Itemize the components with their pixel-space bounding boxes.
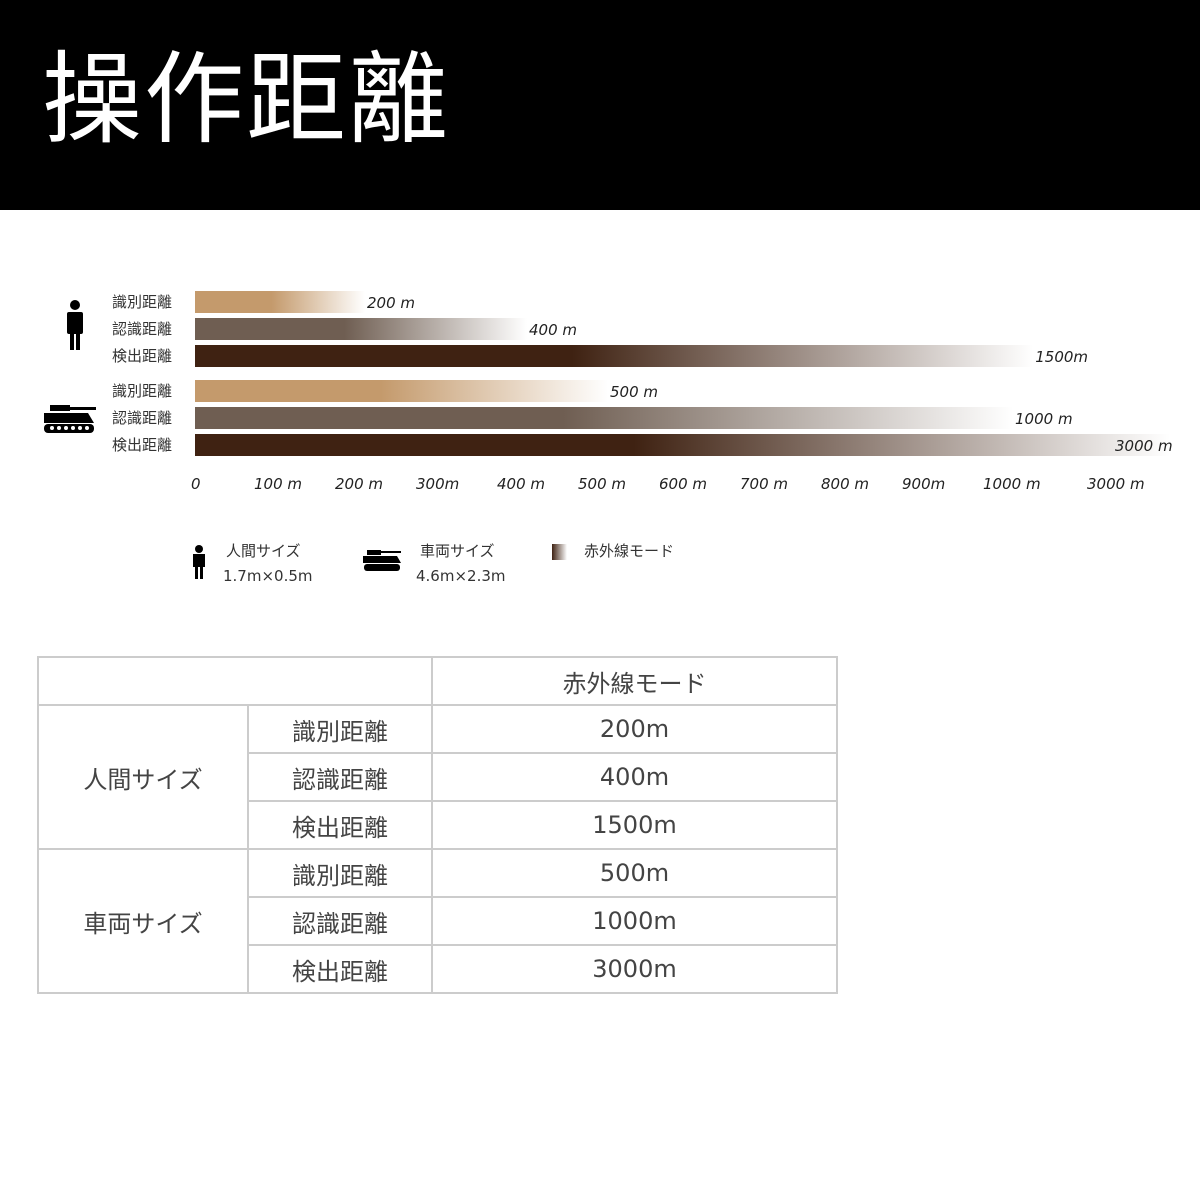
value-label: 1500m [1035, 348, 1088, 366]
x-tick-label: 400 m [497, 475, 545, 493]
x-tick-label: 3000 m [1087, 475, 1145, 493]
row-value: 400m [431, 752, 838, 802]
bar [195, 407, 1013, 429]
legend-label: 人間サイズ [226, 542, 301, 560]
page-title: 操作距離 [42, 41, 450, 158]
row-value: 1000m [431, 896, 838, 946]
person-icon [193, 545, 205, 579]
legend-label: 車両サイズ [420, 542, 495, 560]
table-row: 認識距離 400m [38, 752, 838, 802]
bar [195, 434, 1170, 456]
row-label: 検出距離 [112, 347, 172, 365]
table-row: 人間サイズ 識別距離 200m [37, 704, 838, 850]
value-label: 400 m [529, 321, 577, 339]
legend-label: 赤外線モード [584, 542, 675, 560]
row-value: 1500m [431, 800, 838, 850]
gradient-swatch-icon [552, 544, 567, 560]
row-label: 識別距離 [247, 848, 433, 898]
table-row: 検出距離 1500m [38, 800, 838, 850]
value-label: 200 m [367, 294, 415, 312]
x-tick-label: 200 m [335, 475, 383, 493]
legend-vehicle: 車両サイズ 4.6m×2.3m [363, 540, 506, 585]
distance-table: 赤外線モード 人間サイズ 識別距離 200m 認識距離 400m 検出距離 1500m … [37, 656, 838, 994]
table-header-row: 赤外線モード [37, 656, 838, 706]
x-tick-label: 1000 m [983, 475, 1041, 493]
row-label: 認識距離 [247, 896, 433, 946]
bar [195, 291, 365, 313]
row-label: 識別距離 [247, 704, 433, 754]
tank-icon [363, 550, 401, 571]
x-tick-label: 300m [416, 475, 459, 493]
header-banner: 操作距離 [0, 0, 1200, 210]
row-value: 200m [431, 704, 838, 754]
row-label: 識別距離 [112, 293, 172, 311]
legend-sub: 1.7m×0.5m [223, 567, 313, 585]
x-tick-label: 600 m [659, 475, 707, 493]
person-icon [67, 300, 83, 350]
bar [195, 380, 608, 402]
row-label: 認識距離 [247, 752, 433, 802]
row-label: 識別距離 [112, 382, 172, 400]
tank-icon [44, 405, 96, 433]
group-label: 車両サイズ [37, 848, 249, 994]
table-row: 認識距離 1000m [38, 896, 838, 946]
value-label: 3000 m [1115, 437, 1173, 455]
legend-sub: 4.6m×2.3m [416, 567, 506, 585]
legend-human: 人間サイズ 1.7m×0.5m [192, 540, 313, 585]
row-value: 3000m [431, 944, 838, 994]
row-label: 認識距離 [112, 320, 172, 338]
group-label: 人間サイズ [37, 704, 249, 850]
row-value: 500m [431, 848, 838, 898]
row-label: 検出距離 [247, 944, 433, 994]
table-row: 車両サイズ 識別距離 500m [37, 848, 838, 994]
x-tick-label: 700 m [740, 475, 788, 493]
bar [195, 345, 1034, 367]
bar [195, 318, 527, 340]
x-tick-label: 900m [902, 475, 945, 493]
table-row: 検出距離 3000m [38, 944, 838, 994]
legend-infrared: 赤外線モード [552, 540, 674, 561]
row-label: 検出距離 [112, 436, 172, 454]
x-tick-label: 100 m [254, 475, 302, 493]
x-tick-label: 800 m [821, 475, 869, 493]
row-label: 検出距離 [247, 800, 433, 850]
distance-chart: 識別距離 200 m 認識距離 400 m 検出距離 1500m 識別距離 500 m 認識距離… [44, 291, 1173, 493]
row-label: 認識距離 [112, 409, 172, 427]
x-tick-label: 0 [191, 475, 201, 493]
table-header: 赤外線モード [431, 656, 838, 706]
x-tick-label: 500 m [578, 475, 626, 493]
value-label: 500 m [610, 383, 658, 401]
value-label: 1000 m [1015, 410, 1073, 428]
